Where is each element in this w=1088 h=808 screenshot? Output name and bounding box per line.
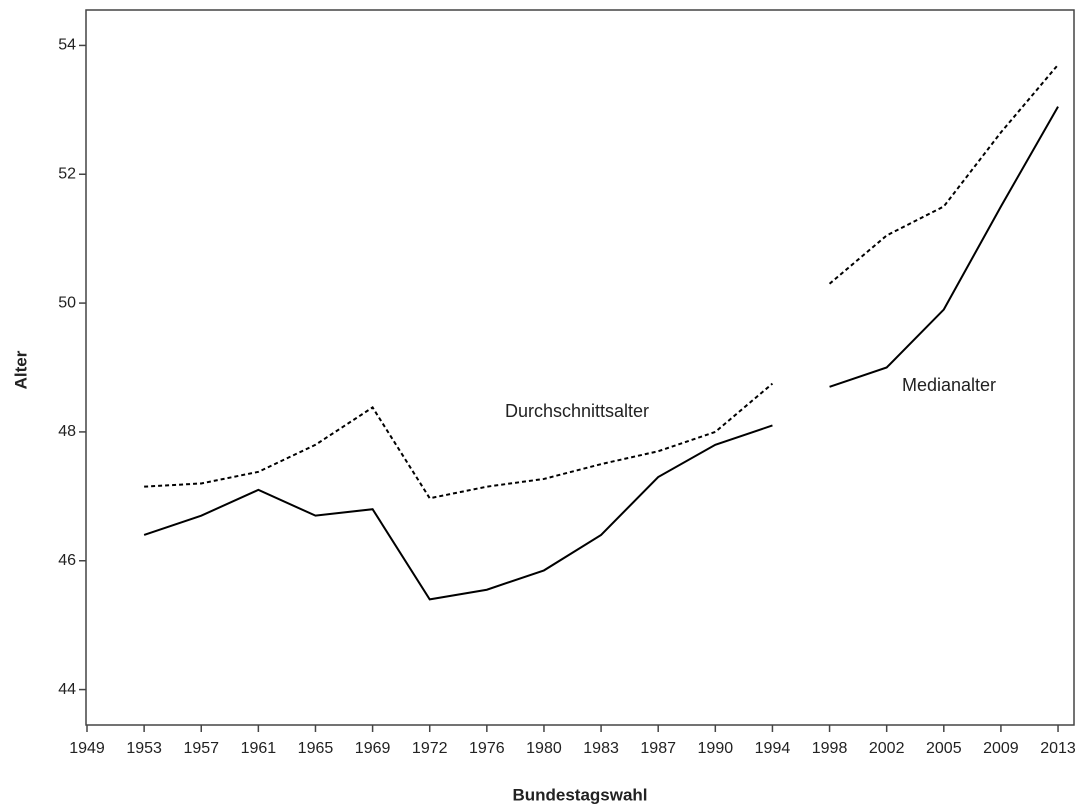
x-tick-label: 1961 [241, 740, 277, 757]
x-tick-label: 1998 [812, 740, 848, 757]
y-axis-label: Alter [11, 350, 30, 389]
x-tick-label: 1980 [526, 740, 562, 757]
x-tick-label: 2002 [869, 740, 905, 757]
x-tick-label: 2005 [926, 740, 962, 757]
series-label: Durchschnittsalter [505, 401, 649, 421]
x-tick-label: 1987 [640, 740, 676, 757]
x-tick-label: 2009 [983, 740, 1019, 757]
series-line [143, 424, 773, 601]
y-tick-label: 46 [58, 552, 76, 569]
x-tick-label: 1965 [298, 740, 334, 757]
x-tick-label: 1972 [412, 740, 448, 757]
y-tick-label: 52 [58, 165, 76, 182]
x-tick-label: 1953 [126, 740, 162, 757]
x-tick-label: 1994 [755, 740, 791, 757]
series-label: Medianalter [902, 375, 996, 395]
y-tick-label: 54 [58, 37, 76, 54]
x-tick-label: 1983 [583, 740, 619, 757]
x-axis-label: Bundestagswahl [512, 785, 647, 804]
y-tick-label: 48 [58, 423, 76, 440]
series-line [144, 382, 774, 500]
series-line [829, 106, 1059, 388]
series-line [828, 64, 1059, 285]
y-tick-label: 50 [58, 294, 76, 311]
plot-frame [85, 9, 1075, 726]
y-tick-label: 44 [58, 681, 76, 698]
x-tick-label: 1969 [355, 740, 391, 757]
x-tick-label: 2013 [1040, 740, 1076, 757]
x-tick-label: 1976 [469, 740, 505, 757]
x-tick-label: 1957 [183, 740, 219, 757]
x-tick-label: 1990 [698, 740, 734, 757]
x-tick-label: 1949 [69, 740, 105, 757]
